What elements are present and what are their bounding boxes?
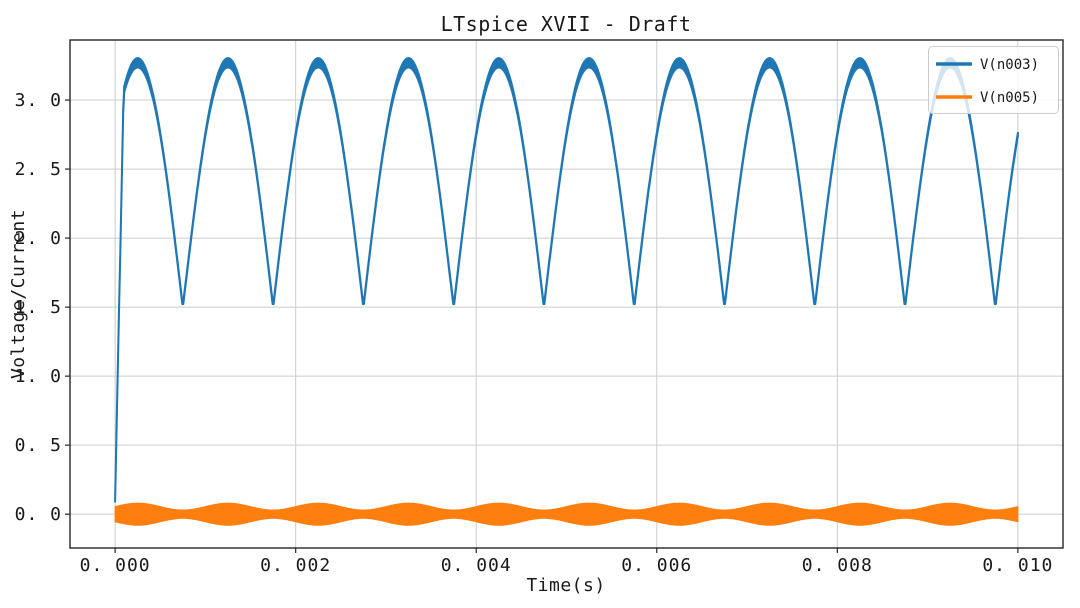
grid-lines [70, 40, 1063, 548]
y-tick-label: 0. 5 [15, 435, 62, 456]
x-tick-label: 0. 010 [982, 555, 1053, 576]
axes-frame [69, 39, 1064, 549]
y-tick-label: 1. 5 [15, 297, 62, 318]
y-tick-label: 1. 0 [15, 366, 62, 387]
legend-label-v-n005: V(n005) [980, 90, 1039, 106]
axis-ticks [65, 99, 1019, 553]
x-tick-labels: 0. 000 0. 002 0. 004 0. 006 0. 008 0. 010 [80, 555, 1053, 576]
series-v-n005-trace [114, 502, 1019, 526]
y-tick-label: 3. 0 [15, 90, 62, 111]
legend: V(n003) V(n005) [928, 46, 1059, 114]
y-tick-labels: 0. 0 0. 5 1. 0 1. 5 2. 0 2. 5 3. 0 [15, 90, 62, 525]
series-v-n003-trace [114, 57, 1019, 503]
y-tick-label: 2. 5 [15, 159, 62, 180]
x-tick-label: 0. 002 [260, 555, 331, 576]
x-tick-label: 0. 008 [802, 555, 873, 576]
legend-label-v-n003: V(n003) [980, 57, 1039, 73]
plot-area [114, 57, 1019, 526]
x-tick-label: 0. 006 [621, 555, 692, 576]
x-axis-label: Time(s) [526, 575, 605, 596]
x-tick-label: 0. 000 [80, 555, 151, 576]
x-tick-label: 0. 004 [441, 555, 512, 576]
y-axis-label: Voltage/Current [8, 209, 29, 379]
chart-title: LTspice XVII - Draft [441, 12, 692, 36]
y-tick-label: 2. 0 [15, 228, 62, 249]
y-tick-label: 0. 0 [15, 504, 62, 525]
